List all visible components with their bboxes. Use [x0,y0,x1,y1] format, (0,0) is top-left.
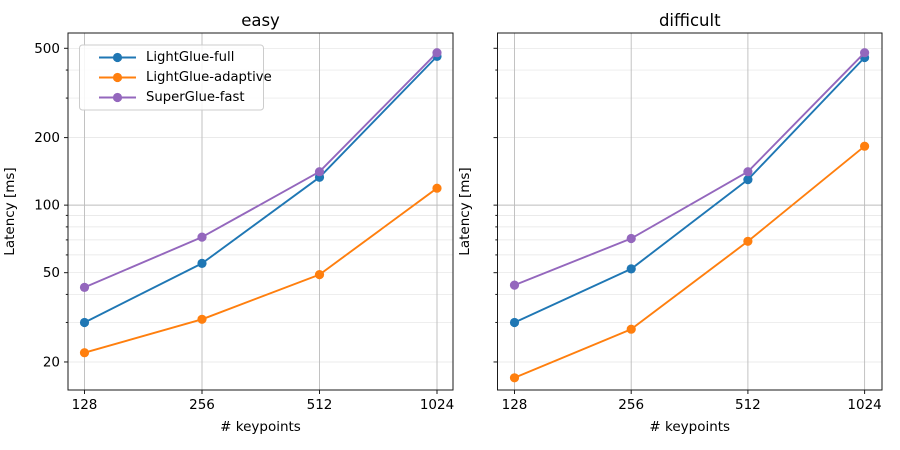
legend-label: LightGlue-adaptive [146,70,272,85]
data-point-lightglue-full-256 [197,258,207,268]
data-point-lightglue-adaptive-1024 [860,141,870,151]
data-point-lightglue-adaptive-256 [626,324,636,334]
data-point-superglue-fast-512 [743,167,753,177]
x-tick-label: 1024 [847,397,881,413]
series-line-lightglue-full [513,56,866,324]
series-line-lightglue-adaptive [83,187,438,354]
data-point-superglue-fast-128 [79,282,90,292]
data-point-superglue-fast-1024 [860,48,870,58]
panel-title: difficult [659,11,721,30]
y-tick-label: 200 [34,130,60,146]
legend-label: LightGlue-full [146,50,234,65]
series-line-superglue-fast [513,51,866,287]
data-point-lightglue-adaptive-256 [197,314,207,324]
y-axis-label: Latency [ms] [2,167,18,255]
x-tick-label: 256 [189,397,215,413]
data-point-superglue-fast-256 [197,232,207,242]
legend-swatch-marker [112,72,123,83]
y-tick-label: 100 [34,198,60,214]
panel-easy: 20 50 100 200 500 128 256 512 1024 # keypoints Lat… [2,11,454,435]
panel-difficult: 128 256 512 1024 # keypoints Latency [ms] diff… [457,11,883,435]
data-point-superglue-fast-128 [509,280,520,290]
data-point-superglue-fast-512 [314,167,325,177]
data-point-lightglue-full-128 [79,317,90,328]
x-tick-label: 1024 [420,397,454,413]
x-tick-label: 128 [502,397,528,413]
data-point-lightglue-adaptive-512 [314,270,325,280]
x-axis-label: # keypoints [649,419,730,435]
data-point-lightglue-adaptive-128 [509,373,520,383]
legend-label: SuperGlue-fast [146,90,245,105]
data-point-lightglue-adaptive-512 [743,236,753,246]
axes-spines [67,32,454,391]
data-point-superglue-fast-256 [626,233,636,244]
data-point-lightglue-full-128 [509,317,520,328]
panel-title: easy [241,11,280,30]
x-tick-label: 512 [307,397,333,413]
y-tick-label: 500 [34,41,60,57]
series-line-lightglue-full [83,55,438,324]
x-tick-label: 256 [618,397,644,413]
legend-swatch-marker [112,52,123,63]
y-tick-label: 20 [43,354,60,370]
x-axis-label: # keypoints [220,419,301,435]
y-axis-label: Latency [ms] [457,167,473,255]
data-point-lightglue-adaptive-128 [79,348,90,358]
legend-box [79,44,264,111]
legend: LightGlue-full LightGlue-adaptive SuperGlu… [79,44,272,111]
data-point-lightglue-full-256 [626,264,636,274]
axes-spines [497,32,883,391]
data-point-lightglue-adaptive-1024 [432,183,442,193]
x-tick-label: 128 [72,397,98,413]
y-tick-label: 50 [43,265,60,281]
data-point-superglue-fast-1024 [432,48,442,58]
x-tick-label: 512 [735,397,761,413]
series-line-superglue-fast [83,51,438,289]
data-point-lightglue-full-512 [743,175,753,185]
series-line-lightglue-adaptive [513,145,866,379]
legend-swatch-marker [112,92,123,103]
